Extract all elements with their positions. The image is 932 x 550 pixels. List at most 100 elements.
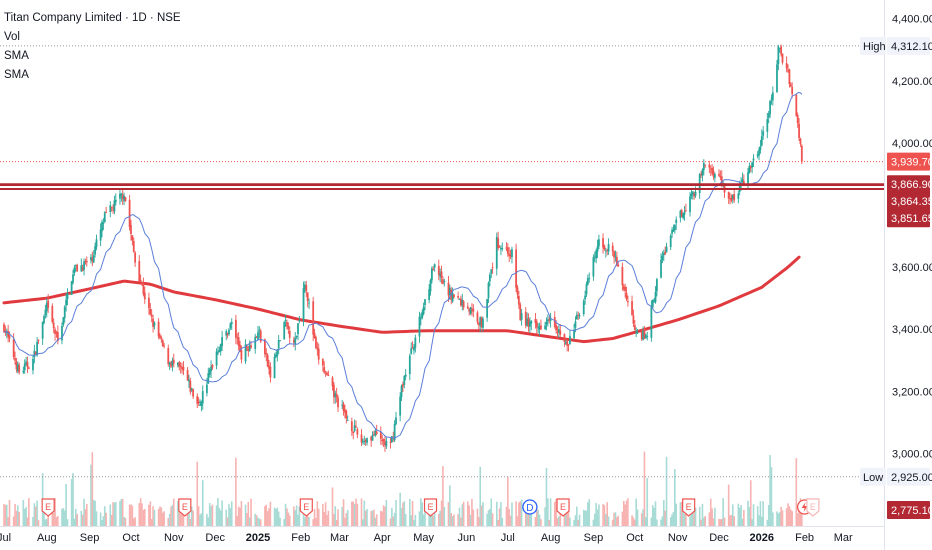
volume-bar (323, 512, 326, 526)
candle-body (756, 154, 759, 157)
volume-bar (740, 505, 742, 526)
volume-bar (556, 518, 559, 526)
volume-bar (392, 516, 395, 526)
candle-body (720, 176, 723, 186)
volume-bar (115, 501, 117, 526)
volume-bar (288, 515, 291, 526)
volume-bar (181, 505, 183, 526)
volume-bar (254, 513, 257, 526)
price-tick-label: 4,000.00 (892, 138, 932, 150)
volume-bar (84, 509, 87, 526)
volume-bar (694, 507, 697, 526)
candle-body (537, 327, 540, 329)
volume-bar (141, 503, 143, 526)
volume-bar (511, 502, 513, 526)
candle-body (592, 257, 595, 277)
last-price-tag: 3,939.70 (891, 157, 932, 169)
volume-bar (737, 503, 740, 526)
volume-bar (569, 517, 571, 526)
candle-body (55, 332, 58, 334)
time-tick-label: Nov (668, 532, 688, 544)
volume-bar (751, 519, 753, 526)
sma-indicator-label[interactable]: SMA (4, 69, 29, 81)
volume-bar (780, 506, 782, 526)
volume-bar (516, 516, 519, 526)
volume-bar (708, 512, 711, 526)
volume-bar (593, 513, 596, 526)
price-axis[interactable]: 3,000.00 3,200.00 3,400.00 3,600.00 4,000.00… (892, 14, 932, 461)
candle-body (709, 168, 712, 170)
candle-body (451, 292, 454, 302)
volume-bar (248, 517, 251, 526)
volume-bar (404, 514, 407, 526)
volume-bar (157, 509, 160, 526)
volume-bar (698, 506, 701, 526)
volume-bar (259, 519, 262, 526)
candle-body (643, 328, 646, 339)
candle-body (751, 162, 754, 168)
candle-body (488, 274, 491, 282)
volume-bar (344, 517, 346, 526)
volume-bar (460, 517, 462, 526)
volume-bar (421, 502, 424, 526)
volume-bar (4, 504, 7, 526)
candle-body (654, 292, 657, 303)
volume-bar (761, 516, 763, 526)
candle-body (63, 306, 66, 319)
candle-body (229, 323, 232, 329)
volume-bar (791, 511, 793, 526)
volume-bar (480, 505, 483, 526)
sma-indicator-label[interactable]: SMA (4, 50, 29, 62)
horizontal-lines[interactable] (0, 183, 884, 190)
volume-bar (711, 508, 713, 526)
time-tick-label: Sep (80, 532, 100, 544)
time-axis[interactable]: Jul Aug Sep Oct Nov Dec 2025 Feb Mar Apr May Jun Jul… (0, 532, 853, 544)
candle-body (163, 345, 166, 347)
volume-bar (315, 517, 317, 526)
candle-body (109, 205, 112, 212)
high-label-bg (860, 36, 886, 55)
candle-body (399, 396, 402, 416)
volume-bar (654, 501, 657, 526)
candle-body (218, 350, 221, 353)
candle-body (770, 98, 773, 100)
volume-bar (168, 513, 171, 526)
candle-body (18, 365, 21, 373)
volume-bar (167, 517, 170, 526)
candle-body (410, 348, 413, 354)
candle-body (468, 309, 471, 312)
candle-body (92, 255, 95, 263)
candle-body (791, 86, 794, 95)
volume-bar (453, 514, 455, 526)
time-tick-label: Aug (37, 532, 57, 544)
volume-bar (170, 506, 172, 526)
candle-body (236, 337, 239, 339)
volume-bar (189, 518, 192, 526)
volume-bar (587, 502, 589, 526)
volume-bar (781, 510, 784, 526)
candle-body (767, 113, 770, 118)
volume-bar (682, 507, 684, 526)
volume-bar (605, 514, 607, 526)
candle-body (27, 367, 30, 369)
volume-bar (400, 508, 403, 526)
volume-bar (55, 517, 58, 526)
volume-bar (221, 500, 223, 526)
low-price-tag: 2,925.00 (891, 472, 932, 484)
candle-body (341, 405, 344, 407)
candle-body (557, 329, 560, 333)
volume-bar (411, 501, 414, 526)
volume-bar (614, 512, 617, 526)
candle-body (644, 334, 647, 338)
volume-bar (384, 506, 386, 526)
candle-body (94, 246, 97, 255)
volume-bar (375, 514, 378, 526)
symbol-title[interactable]: Titan Company Limited · 1D · NSE (4, 12, 181, 24)
volume-bar (206, 513, 208, 526)
volume-indicator-label[interactable]: Vol (4, 31, 20, 43)
candle-body (535, 321, 538, 328)
candle-body (566, 341, 569, 346)
low-label-bg (860, 467, 886, 486)
